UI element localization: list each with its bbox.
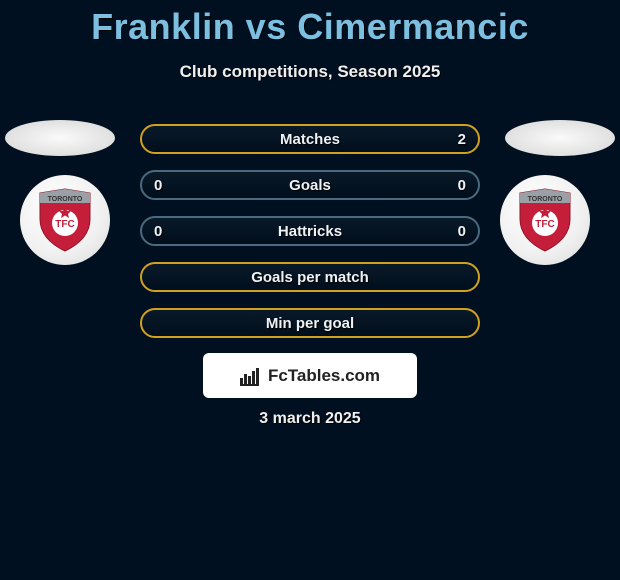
stats-table: Matches2 0Goals0 0Hattricks0 Goals per matc… [140,124,480,354]
player-photo-right [505,120,615,156]
svg-text:TFC: TFC [55,219,74,230]
club-badge-right: TORONTO TFC [500,175,600,265]
stat-label: Goals per match [142,269,478,286]
stat-row: Goals per match [140,262,480,292]
svg-text:TFC: TFC [535,219,554,230]
stat-label: Min per goal [142,315,478,332]
player-photo-left [5,120,115,156]
shield-icon: TORONTO TFC [36,187,94,253]
stat-label: Matches [142,131,478,148]
attribution-text: FcTables.com [268,366,380,386]
page-title: Franklin vs Cimermancic [0,0,620,48]
date-label: 3 march 2025 [0,410,620,428]
stat-label: Goals [142,177,478,194]
attribution-badge: FcTables.com [203,353,417,398]
svg-text:TORONTO: TORONTO [528,196,563,203]
bar-chart-icon [240,366,262,386]
stat-row: 0Hattricks0 [140,216,480,246]
stat-row: Min per goal [140,308,480,338]
subtitle: Club competitions, Season 2025 [0,62,620,82]
stat-label: Hattricks [142,223,478,240]
stat-row: 0Goals0 [140,170,480,200]
svg-text:TORONTO: TORONTO [48,196,83,203]
shield-icon: TORONTO TFC [516,187,574,253]
club-badge-left: TORONTO TFC [20,175,120,265]
stat-row: Matches2 [140,124,480,154]
